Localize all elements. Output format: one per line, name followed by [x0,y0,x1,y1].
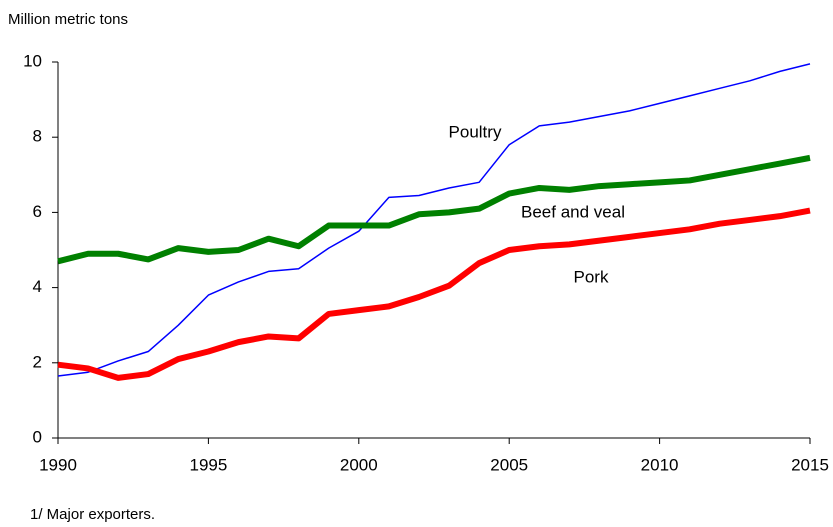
x-tick-label: 2010 [641,455,679,474]
series-label: Beef and veal [521,202,625,221]
x-tick-label: 1995 [189,455,227,474]
series-label: Pork [574,267,609,286]
x-tick-label: 2015 [791,455,829,474]
x-tick-label: 2000 [340,455,378,474]
y-tick-label: 10 [23,51,42,70]
x-tick-label: 2005 [490,455,528,474]
series-line [57,154,811,265]
series-label: Poultry [449,122,502,141]
footnote: 1/ Major exporters. [30,506,155,523]
series-line [57,63,811,377]
y-tick-label: 4 [33,277,42,296]
y-tick-label: 6 [33,202,42,221]
y-tick-label: 8 [33,127,42,146]
series-line [57,207,811,381]
y-axis-label: Million metric tons [8,11,128,28]
y-tick-label: 0 [33,427,42,446]
x-tick-label: 1990 [39,455,77,474]
y-tick-label: 2 [33,352,42,371]
